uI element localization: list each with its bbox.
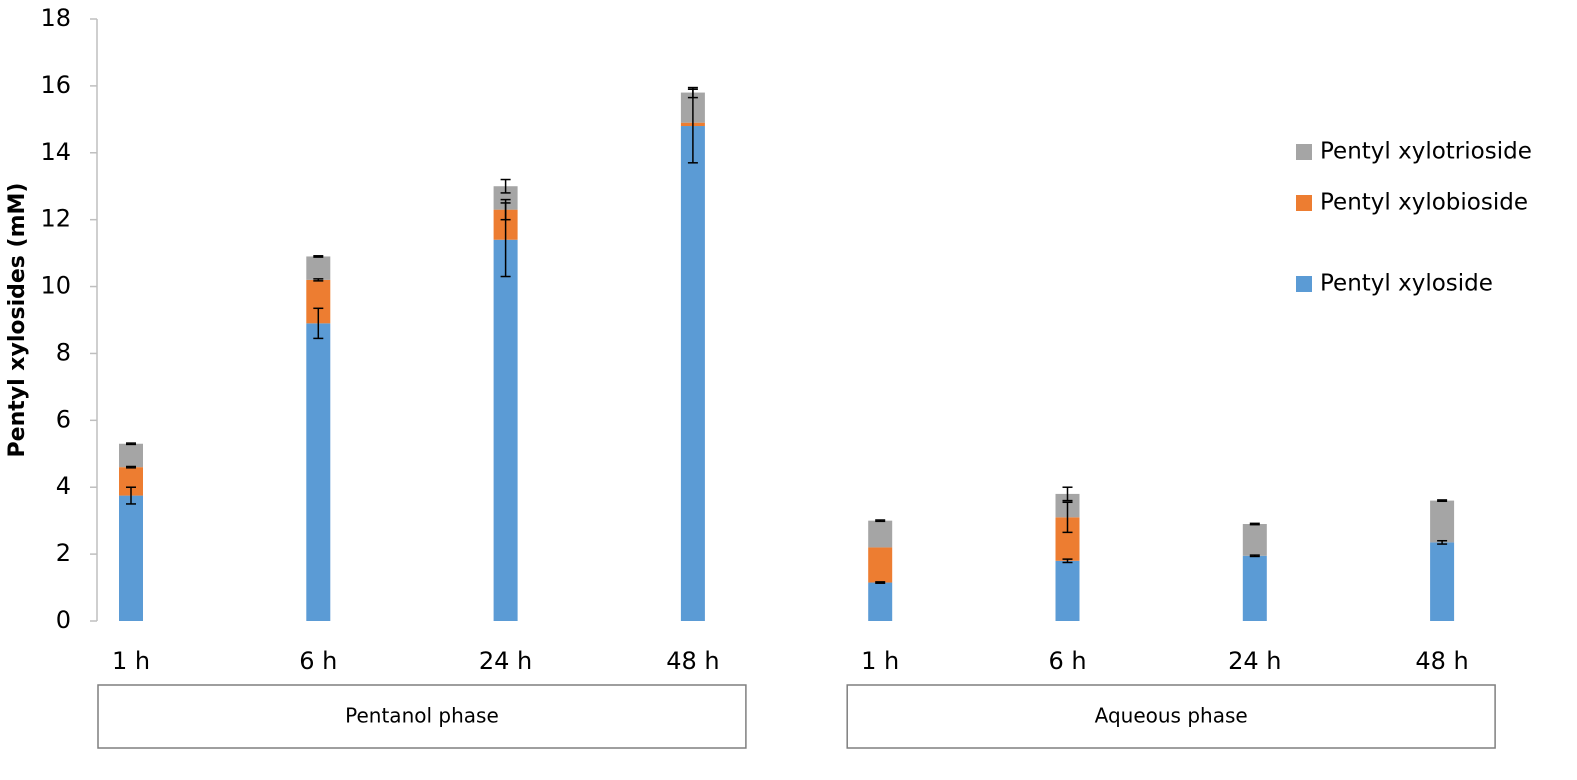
x-tick-label: 24 h <box>479 647 532 675</box>
y-tick-label: 10 <box>40 272 71 300</box>
legend-label: Pentyl xylobioside <box>1320 190 1528 216</box>
legend-swatch <box>1296 195 1312 211</box>
bar-segment <box>493 239 518 621</box>
error-bar <box>1062 558 1073 564</box>
x-tick-label: 48 h <box>1415 647 1468 675</box>
legend-swatch <box>1296 144 1312 160</box>
error-bar <box>1062 486 1073 502</box>
error-bar <box>875 519 886 523</box>
bar-segment <box>306 256 331 280</box>
bar-segment <box>306 323 331 621</box>
bar-segment <box>1430 500 1455 543</box>
error-bar <box>500 198 511 221</box>
y-tick-label: 6 <box>56 405 71 433</box>
bar-segment <box>1242 555 1267 621</box>
legend-label: Pentyl xyloside <box>1320 271 1493 297</box>
bar-segment <box>680 126 705 622</box>
error-bar <box>687 86 698 99</box>
y-tick-label: 4 <box>56 472 71 500</box>
y-axis-label: Pentyl xylosides (mM) <box>5 183 30 458</box>
error-bar <box>1437 539 1448 545</box>
error-bar <box>1249 554 1260 558</box>
y-tick-label: 0 <box>56 606 71 634</box>
legend-swatch <box>1296 276 1312 292</box>
group-box <box>97 684 747 749</box>
x-tick-label: 24 h <box>1228 647 1281 675</box>
error-bar <box>1062 501 1073 534</box>
error-bar <box>313 307 324 340</box>
x-tick-label: 6 h <box>1048 647 1086 675</box>
bar-segment <box>1242 524 1267 556</box>
y-tick-label: 8 <box>56 338 71 366</box>
error-bar <box>875 581 886 584</box>
y-tick-label: 14 <box>40 138 71 166</box>
x-tick-label: 6 h <box>299 647 337 675</box>
x-tick-label: 48 h <box>666 647 719 675</box>
error-bar <box>126 465 136 469</box>
legend-label: Pentyl xylotrioside <box>1320 139 1532 165</box>
error-bar <box>126 486 136 505</box>
error-bar <box>1249 522 1260 526</box>
group-label: Aqueous phase <box>1095 704 1248 728</box>
y-tick-label: 16 <box>40 71 71 99</box>
error-bar <box>500 178 511 194</box>
x-tick-label: 1 h <box>861 647 899 675</box>
bar-segment <box>119 443 143 468</box>
bar-segment <box>1430 542 1455 621</box>
error-bar <box>1437 499 1448 503</box>
y-tick-label: 2 <box>56 539 71 567</box>
bar-segment <box>493 186 518 210</box>
error-bar <box>126 442 136 446</box>
error-bar <box>313 278 324 282</box>
bar-segment <box>1055 560 1080 621</box>
group-label: Pentanol phase <box>345 704 499 728</box>
x-tick-label: 1 h <box>112 647 150 675</box>
bar-segment <box>868 547 893 583</box>
y-tick-label: 12 <box>40 205 71 233</box>
bar-segment <box>119 495 143 621</box>
error-bar <box>313 255 324 258</box>
bar-segment <box>868 582 893 621</box>
bar-segment <box>868 520 893 548</box>
group-box <box>846 684 1496 749</box>
y-tick-label: 18 <box>40 4 71 32</box>
